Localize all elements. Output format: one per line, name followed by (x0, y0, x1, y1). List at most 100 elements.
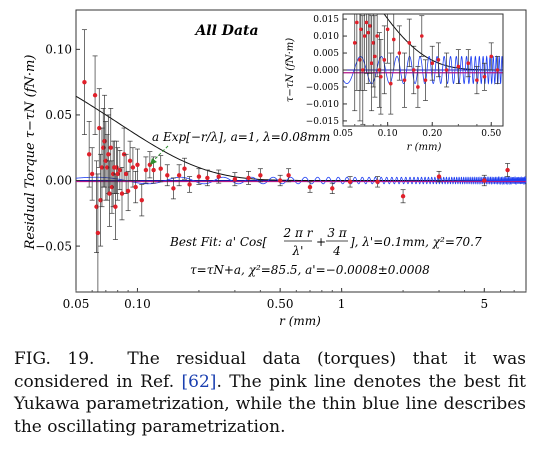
inset-y-axis-label: τ−τN (fN·m) (285, 38, 296, 102)
data-point (143, 167, 149, 173)
data-point (277, 178, 283, 183)
data-point (482, 74, 487, 79)
data-point (375, 34, 379, 38)
data-point (505, 167, 510, 173)
data-point (366, 30, 371, 35)
data-point (482, 178, 487, 183)
data-point (379, 74, 383, 79)
y-tick-label: 0.000 (313, 66, 339, 76)
data-point (286, 173, 291, 178)
data-point (109, 184, 115, 190)
data-point (359, 27, 363, 32)
data-point (436, 58, 441, 62)
best-fit-num1: 2 π r (283, 226, 314, 240)
main-y-axis-label: Residual Torque τ−τN (fN·m) (23, 55, 38, 251)
y-tick-label: −0.005 (306, 83, 340, 93)
data-point (115, 171, 120, 177)
data-point (388, 81, 393, 86)
x-tick-label: 0.20 (422, 129, 442, 139)
yukawa-arrow (151, 145, 169, 163)
data-point (362, 34, 367, 38)
data-point (246, 175, 251, 181)
best-fit-annotation: Best Fit: a' Cos[ 2 π r λ' + 3 π 4 ], λ'… (169, 226, 482, 258)
data-point (375, 179, 380, 185)
best-fit-prefix: Best Fit: a' Cos[ (169, 235, 267, 249)
x-tick-label: 1 (338, 297, 346, 311)
data-point (402, 78, 407, 82)
data-point (475, 78, 479, 82)
data-point (196, 174, 202, 179)
data-point (411, 68, 416, 72)
figure-19-chart: 0.05 0.10 0.50 1 5 −0.05 0.00 0.05 0.10 All Data… (23, 9, 527, 328)
main-axes: 0.05 0.10 0.50 1 5 −0.05 0.00 0.05 0.10 (35, 43, 527, 311)
data-point (430, 61, 435, 66)
null-fit-annotation: τ=τN+a, χ²=85.5, a'=−0.0008±0.0008 (190, 263, 430, 277)
x-tick-label: 0.10 (378, 129, 398, 139)
data-point (187, 182, 192, 187)
x-tick-label: 0.50 (267, 297, 294, 311)
data-point (97, 125, 102, 131)
data-point (466, 61, 471, 66)
data-point (165, 173, 170, 178)
x-tick-label: 0.50 (481, 129, 501, 139)
data-point (355, 20, 359, 25)
best-fit-den2: 4 (332, 244, 341, 258)
main-x-axis-label: r (mm) (279, 314, 321, 328)
data-point (92, 93, 98, 98)
best-fit-den1: λ' (292, 244, 304, 258)
y-tick-label: 0.10 (45, 43, 72, 57)
yukawa-arrowhead (150, 158, 157, 165)
y-tick-label: 0.05 (45, 108, 72, 122)
data-point (133, 184, 138, 190)
data-point (119, 191, 125, 196)
data-point (205, 175, 210, 181)
data-point (407, 41, 412, 45)
y-tick-label: −0.015 (306, 117, 340, 127)
data-point (400, 194, 406, 199)
citation-link[interactable]: [62] (181, 371, 217, 392)
data-point (360, 68, 365, 72)
inset-x-axis-label: r (mm) (407, 142, 442, 153)
data-point (419, 34, 424, 38)
panel-title: All Data (193, 23, 258, 39)
y-tick-label: 0.00 (45, 174, 72, 188)
best-fit-num2: 3 π (327, 226, 347, 240)
y-tick-label: −0.05 (35, 239, 72, 253)
data-point (113, 204, 118, 209)
data-point (416, 85, 420, 89)
data-point (495, 68, 500, 72)
y-tick-label: 0.005 (313, 49, 339, 59)
x-tick-label: 0.10 (124, 297, 151, 311)
data-point (130, 165, 136, 170)
data-point (347, 179, 353, 185)
data-point (489, 54, 494, 59)
data-point (125, 188, 131, 194)
data-point (330, 186, 335, 191)
best-fit-plus: + (316, 235, 326, 249)
data-point (107, 191, 112, 196)
data-point (352, 41, 357, 45)
data-point (123, 171, 129, 177)
data-point (258, 173, 263, 178)
data-point (108, 145, 113, 150)
data-point (86, 152, 92, 157)
data-point (176, 173, 182, 178)
data-point (307, 184, 313, 190)
data-point (397, 51, 402, 55)
yukawa-annotation: a Exp[−r/λ], a=1, λ=0.08mm (152, 130, 330, 144)
data-point (82, 79, 87, 85)
figure-caption: FIG. 19. The residual data (torques) tha… (14, 348, 526, 438)
x-tick-label: 5 (481, 297, 489, 311)
data-point (182, 166, 187, 171)
data-point (382, 58, 387, 62)
main-plot-frame (75, 9, 527, 293)
x-tick-label: 0.05 (333, 129, 353, 139)
data-point (158, 166, 163, 171)
data-point (117, 167, 123, 173)
data-point (385, 27, 390, 32)
data-point (364, 20, 369, 25)
main-fit-curves (75, 95, 527, 186)
data-point (216, 174, 221, 179)
data-point (391, 37, 396, 42)
data-point (151, 167, 156, 173)
